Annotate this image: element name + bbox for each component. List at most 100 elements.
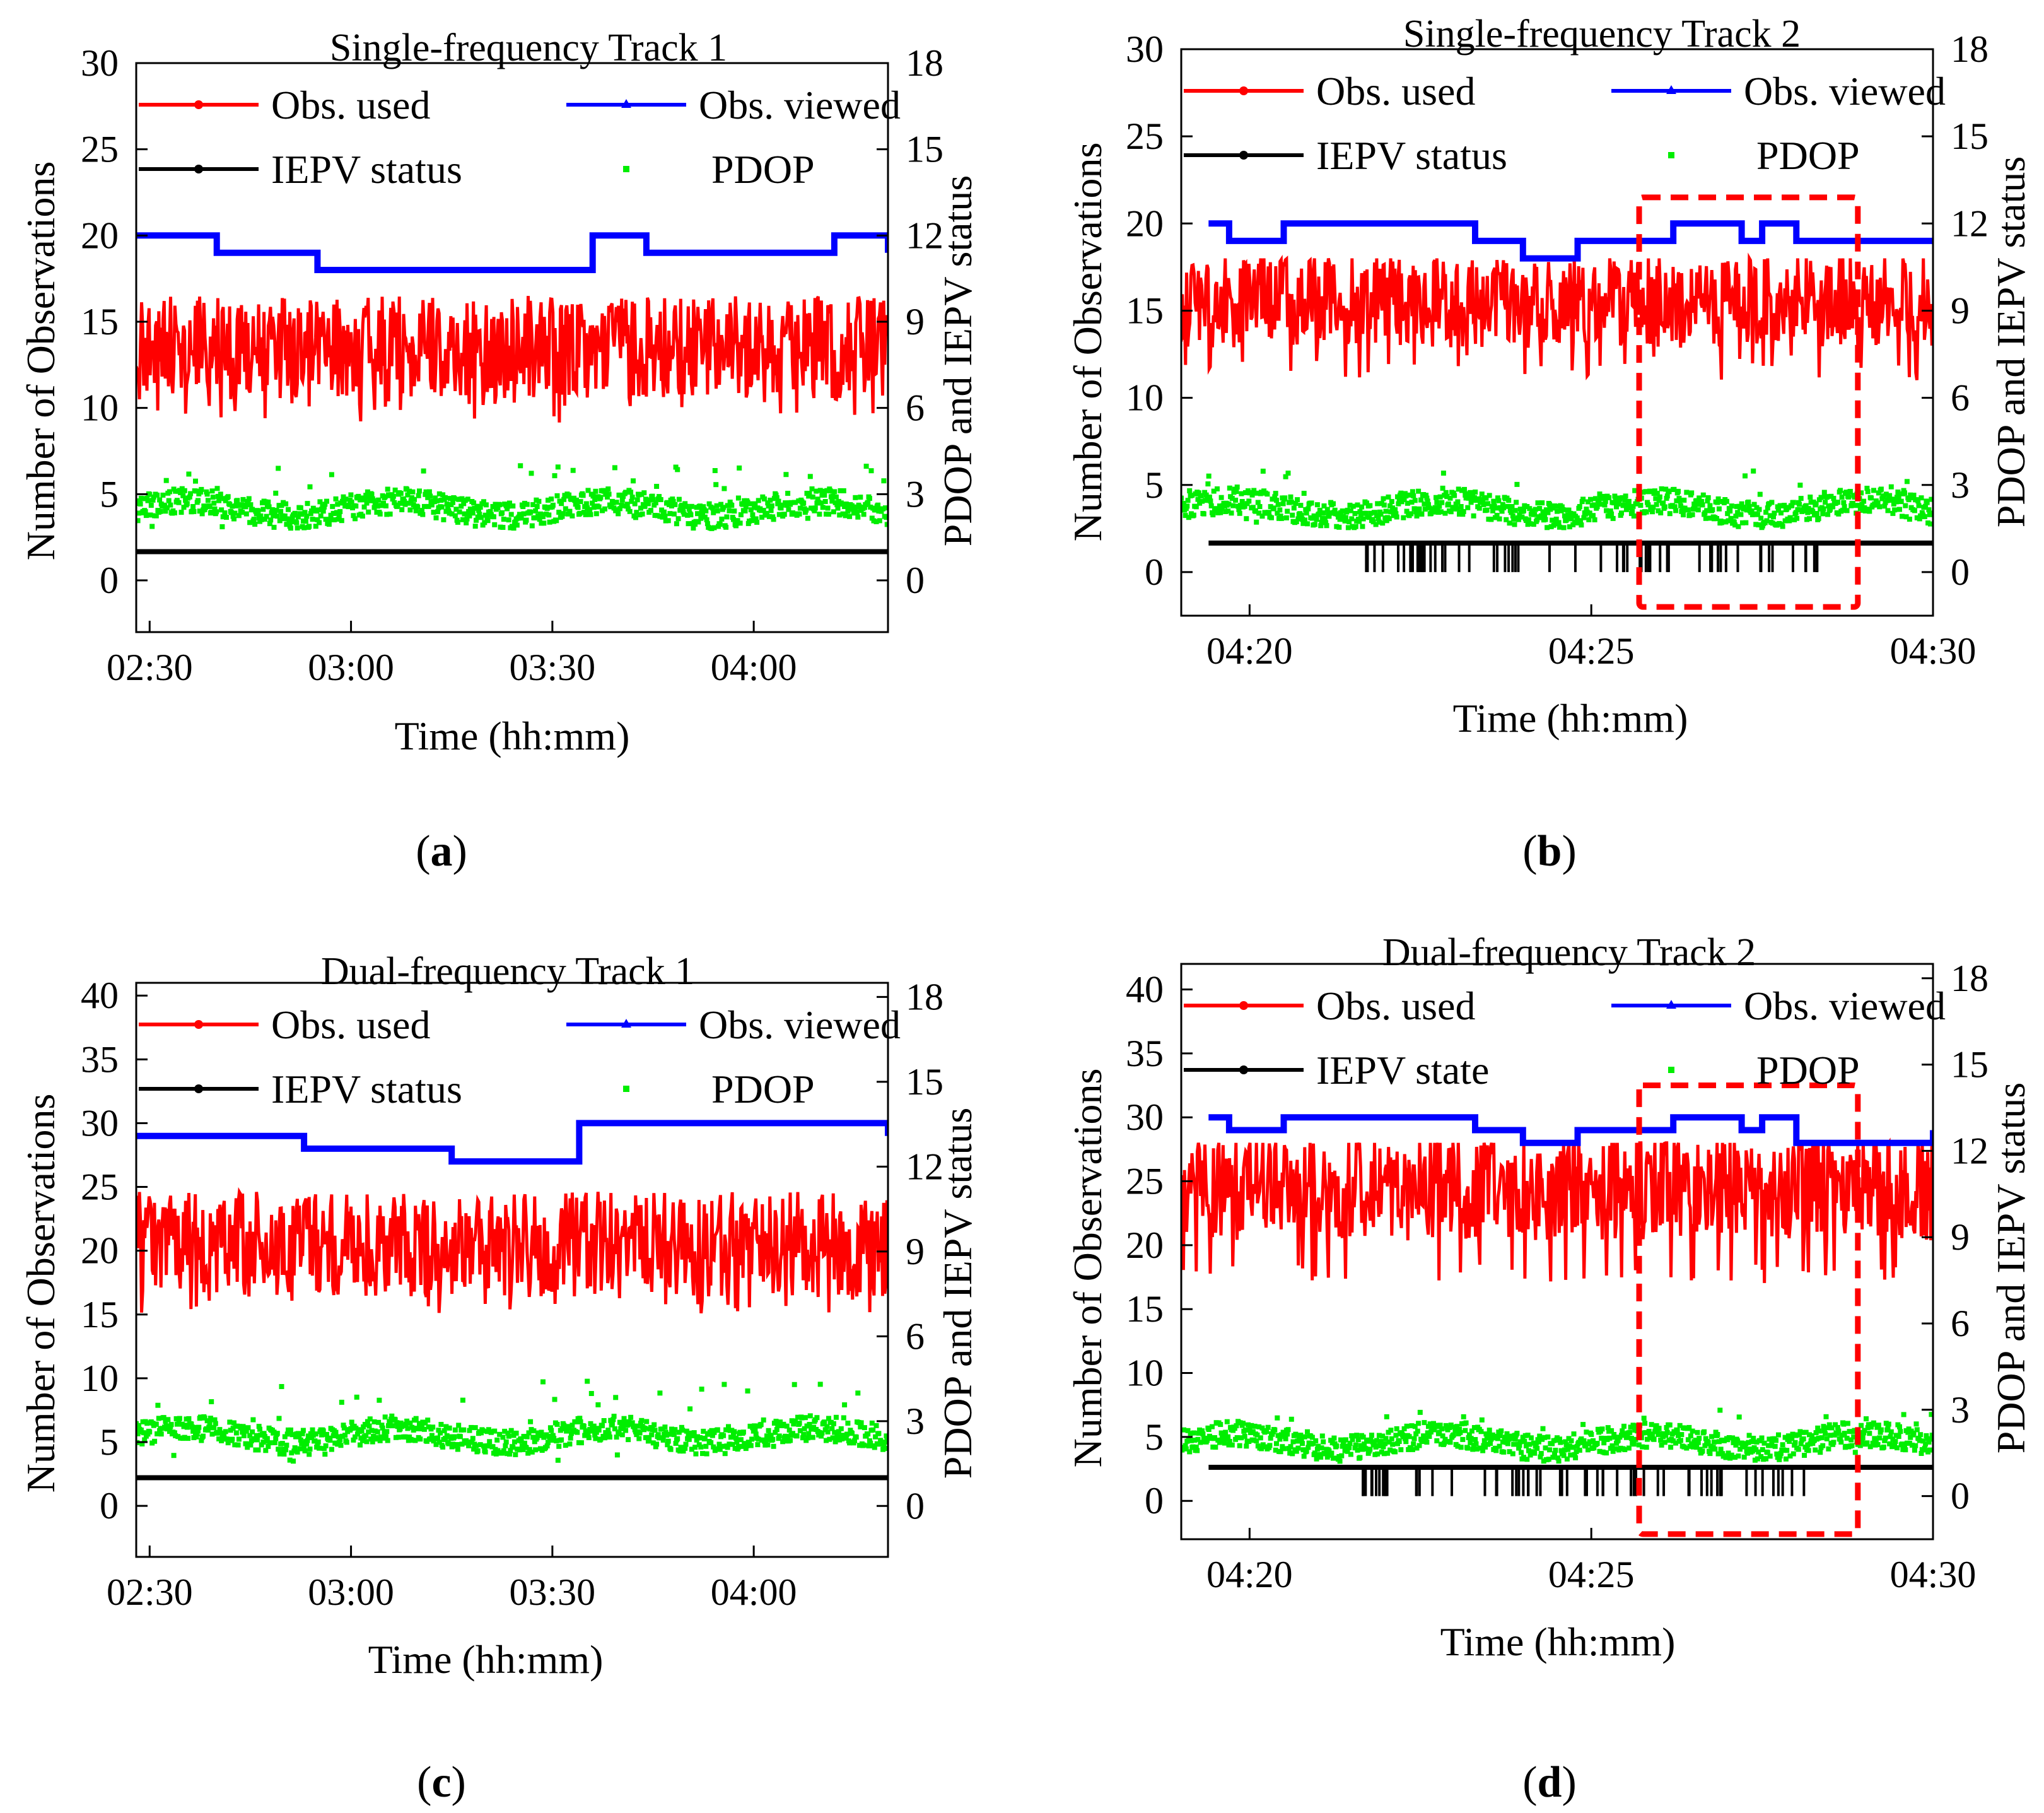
pdop-point xyxy=(1789,1435,1795,1441)
pdop-point xyxy=(590,493,596,499)
pdop-point xyxy=(1830,504,1836,510)
pdop-point xyxy=(436,1440,442,1445)
pdop-point xyxy=(1677,1423,1683,1428)
pdop-point xyxy=(1239,1435,1244,1441)
pdop-point xyxy=(271,513,276,519)
pdop-point xyxy=(676,1429,682,1435)
plot-frame xyxy=(1180,48,1934,617)
pdop-point xyxy=(1602,502,1608,508)
pdop-point xyxy=(1920,1438,1926,1444)
pdop-point xyxy=(805,1435,810,1441)
pdop-point xyxy=(441,1428,447,1433)
pdop-point xyxy=(1381,1451,1387,1457)
pdop-point xyxy=(1412,498,1418,503)
pdop-point xyxy=(647,497,653,503)
pdop-point xyxy=(1587,1439,1592,1445)
pdop-point xyxy=(184,501,190,507)
chart-title: Dual-frequency Track 2 xyxy=(1382,931,1756,974)
pdop-point xyxy=(1684,1445,1690,1451)
pdop-point xyxy=(1339,1453,1345,1458)
pdop-point xyxy=(631,1424,637,1429)
pdop-point xyxy=(243,1441,248,1446)
pdop-point xyxy=(518,515,524,521)
pdop-point xyxy=(361,504,367,510)
pdop-point xyxy=(747,501,753,507)
pdop-point xyxy=(843,1435,849,1441)
pdop-point xyxy=(821,488,826,494)
pdop-point xyxy=(1688,1433,1693,1439)
pdop-point xyxy=(336,513,342,519)
pdop-point xyxy=(317,520,322,525)
pdop-point xyxy=(1657,494,1662,500)
pdop-point xyxy=(763,1438,769,1443)
pdop-point xyxy=(1311,1441,1316,1446)
series-pdop xyxy=(136,463,888,531)
pdop-point xyxy=(829,1426,835,1431)
pdop-point xyxy=(1911,1430,1917,1436)
pdop-point xyxy=(1507,1449,1512,1455)
pdop-point xyxy=(1345,525,1351,531)
pdop-point xyxy=(341,1423,346,1428)
pdop-point xyxy=(1188,1438,1194,1443)
pdop-point xyxy=(499,510,505,515)
pdop-point xyxy=(1452,1428,1458,1433)
pdop-point xyxy=(313,1431,318,1437)
pdop-point xyxy=(1364,500,1369,506)
pdop-point xyxy=(433,495,438,501)
y-tick-label-right: 9 xyxy=(1951,1216,1970,1258)
pdop-point xyxy=(331,517,337,522)
pdop-point xyxy=(1293,1431,1299,1437)
pdop-point xyxy=(1254,519,1259,525)
y-tick-label-left: 5 xyxy=(100,1421,119,1463)
pdop-point xyxy=(392,1417,398,1423)
pdop-point xyxy=(1687,1443,1693,1449)
pdop-point xyxy=(1225,1434,1231,1440)
pdop-point xyxy=(1749,508,1755,513)
pdop-point xyxy=(153,513,159,519)
pdop-point xyxy=(267,1440,272,1446)
pdop-point xyxy=(1897,507,1902,512)
pdop-point xyxy=(1338,1437,1343,1443)
pdop-point xyxy=(1599,1426,1605,1432)
pdop-point xyxy=(1909,495,1915,501)
pdop-point xyxy=(1738,512,1744,517)
pdop-point xyxy=(793,1418,798,1424)
pdop-point xyxy=(1329,1450,1334,1456)
pdop-point xyxy=(1869,1424,1874,1430)
pdop-point xyxy=(732,508,737,514)
pdop-point xyxy=(479,515,484,520)
pdop-point xyxy=(799,1415,805,1421)
plot-data xyxy=(1181,220,1933,572)
pdop-point xyxy=(700,1451,705,1457)
series-pdop xyxy=(136,1378,888,1464)
y-tick-label-left: 0 xyxy=(100,560,119,601)
pdop-point xyxy=(1426,502,1431,508)
pdop-point xyxy=(415,1426,421,1431)
pdop-point xyxy=(1739,501,1744,507)
pdop-point xyxy=(719,516,725,522)
pdop-point xyxy=(1210,1424,1215,1429)
pdop-point xyxy=(1851,1434,1857,1440)
pdop-point xyxy=(1644,1445,1649,1450)
pdop-point xyxy=(1819,1435,1825,1441)
pdop-point xyxy=(383,503,388,508)
pdop-point xyxy=(1473,1437,1478,1442)
pdop-point xyxy=(475,514,481,520)
pdop-point xyxy=(415,504,421,510)
pdop-point xyxy=(212,1417,218,1423)
pdop-point xyxy=(1365,1438,1370,1444)
pdop-point xyxy=(1684,490,1690,495)
pdop-point xyxy=(151,494,156,500)
pdop-point xyxy=(861,1442,867,1448)
pdop-point xyxy=(251,517,257,522)
pdop-point xyxy=(520,504,526,509)
panel-caption: (c) xyxy=(417,1758,466,1807)
pdop-point xyxy=(376,1419,382,1425)
pdop-point xyxy=(844,503,850,508)
pdop-point xyxy=(1712,1439,1717,1445)
pdop-point xyxy=(1929,496,1933,502)
pdop-point xyxy=(1586,517,1592,522)
pdop-point xyxy=(1831,1440,1837,1445)
pdop-point xyxy=(299,1441,305,1446)
pdop-point xyxy=(351,1437,356,1443)
